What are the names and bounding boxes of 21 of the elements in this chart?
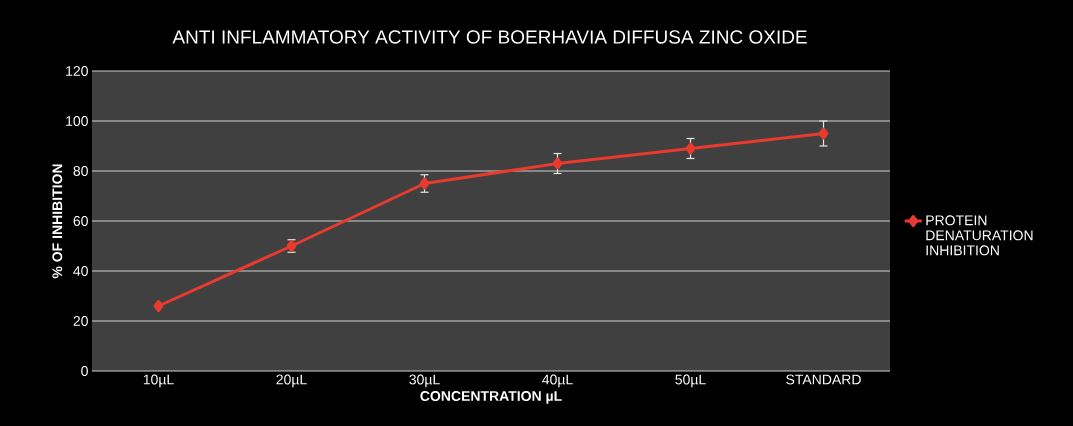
point (153, 300, 164, 312)
x-tick-label: 50µL (675, 374, 706, 388)
x-tick-label: 30µL (409, 374, 440, 388)
x-tick-label: 40µL (542, 374, 573, 388)
y-tick-label: 60 (73, 216, 88, 226)
x-tick-label: 10µL (143, 374, 174, 388)
y-tick-label: 0 (81, 366, 88, 376)
y-tick-label: 80 (73, 166, 88, 176)
point (685, 142, 696, 155)
x-tick-label: STANDARD (786, 374, 861, 385)
point (818, 127, 829, 140)
x-axis-title: CONCENTRATION µL (420, 391, 562, 404)
point (552, 157, 563, 170)
y-tick-label: 40 (73, 266, 88, 276)
x-tick-label: 20µL (276, 374, 307, 388)
y-tick-label: 120 (66, 66, 88, 76)
legend-label: PROTEIN DENATURATION INHIBITION (926, 215, 1033, 256)
y-tick-label: 20 (73, 316, 88, 326)
y-axis-title: % OF INHIBITION (52, 164, 63, 279)
chart-title: ANTI INFLAMMATORY ACTIVITY OF BOERHAVIA DIFFUSA ZINC OXIDE (172, 30, 807, 44)
y-tick-label: 100 (66, 116, 88, 126)
